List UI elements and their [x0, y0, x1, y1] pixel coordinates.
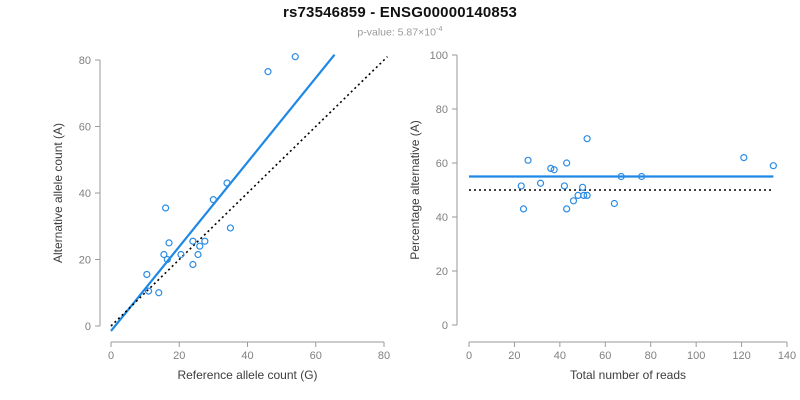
x-tick-label: 80	[645, 350, 657, 362]
data-point	[547, 164, 555, 172]
x-tick-label: 80	[378, 350, 390, 362]
x-axis-label: Reference allele count (G)	[177, 368, 317, 382]
data-point	[617, 172, 625, 181]
data-point	[201, 237, 209, 245]
x-tick-label: 0	[108, 350, 114, 362]
plot-header: rs73546859 - ENSG00000140853 p-value: 5.…	[0, 4, 800, 39]
data-point	[550, 166, 558, 174]
y-tick-label: 80	[436, 104, 448, 116]
y-tick-label: 60	[79, 122, 91, 134]
x-tick-label: 20	[173, 350, 185, 362]
data-point	[223, 179, 231, 187]
x-tick-label: 40	[241, 350, 253, 362]
data-point	[226, 224, 235, 232]
data-point	[194, 250, 202, 259]
y-tick-label: 40	[79, 188, 91, 200]
y-tick-label: 20	[436, 266, 448, 278]
data-point	[610, 199, 618, 208]
data-point	[163, 255, 171, 264]
data-point	[162, 204, 170, 212]
x-axis-label: Total number of reads	[570, 368, 686, 382]
y-tick-label: 0	[85, 321, 91, 333]
x-tick-label: 60	[599, 350, 611, 362]
data-point	[143, 270, 151, 279]
pvalue-subtitle: p-value: 5.87×10-4	[0, 24, 800, 39]
y-tick-label: 60	[436, 158, 448, 170]
data-point	[563, 159, 571, 167]
y-tick-label: 20	[79, 255, 91, 267]
x-tick-label: 100	[687, 350, 705, 362]
y-tick-label: 40	[436, 212, 448, 224]
data-point	[536, 179, 545, 187]
data-point	[209, 196, 217, 204]
allele-counts-scatter: 0 20 40 60 80 0 20 40 60 80 Reference allele count…	[51, 53, 390, 382]
data-point	[740, 154, 748, 162]
data-point	[519, 205, 528, 213]
regression-line	[110, 53, 336, 332]
data-point	[769, 162, 777, 170]
data-point	[177, 250, 185, 259]
y-tick-label: 100	[430, 50, 448, 62]
data-point	[583, 135, 591, 143]
data-point	[569, 197, 578, 205]
y-axis-label: Alternative allele count (A)	[51, 123, 65, 263]
x-tick-label: 40	[554, 350, 566, 362]
data-point	[264, 68, 272, 76]
data-point	[563, 205, 571, 213]
page-title: rs73546859 - ENSG00000140853	[282, 4, 518, 21]
x-tick-label: 140	[778, 350, 796, 362]
pvalue-text: p-value: 5.87×10	[357, 26, 436, 39]
y-tick-label: 0	[442, 320, 448, 332]
data-point	[638, 172, 646, 181]
data-point	[196, 242, 204, 250]
data-point	[160, 250, 168, 259]
data-point	[578, 183, 587, 191]
data-point	[560, 182, 569, 190]
x-tick-label: 0	[466, 350, 472, 362]
x-tick-label: 60	[310, 350, 322, 362]
data-point	[524, 156, 532, 164]
x-tick-label: 120	[732, 350, 750, 362]
x-tick-label: 20	[508, 350, 520, 362]
data-point	[155, 289, 163, 297]
data-point	[144, 287, 153, 295]
data-point	[189, 260, 197, 269]
data-point	[517, 182, 525, 190]
identity-line	[110, 56, 388, 327]
y-axis-label: Percentage alternative (A)	[408, 120, 422, 259]
data-point	[291, 53, 299, 61]
pvalue-exponent: -4	[435, 24, 443, 33]
y-tick-label: 80	[79, 55, 91, 67]
data-point	[583, 191, 591, 199]
data-point	[165, 239, 173, 247]
data-point	[580, 191, 588, 199]
data-point	[189, 237, 197, 245]
